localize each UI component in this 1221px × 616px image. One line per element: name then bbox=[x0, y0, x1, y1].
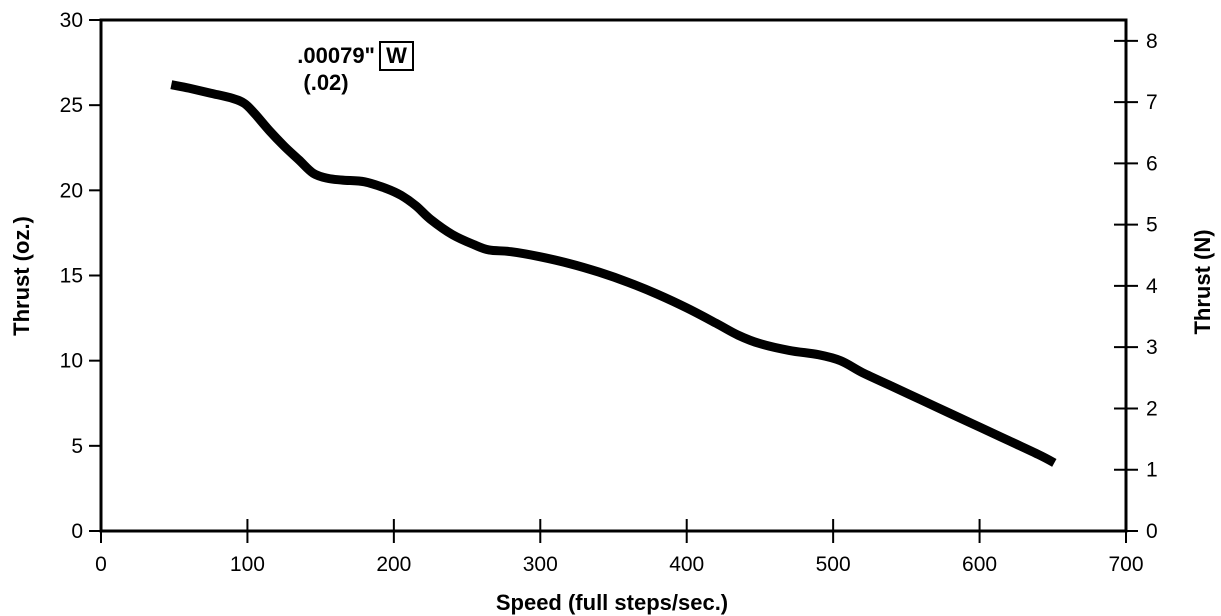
left-axis-ticks: 0 5 10 15 20 25 30 bbox=[60, 9, 101, 543]
x-tick-label: 700 bbox=[1108, 553, 1143, 576]
y2-tick-label: 1 bbox=[1146, 459, 1158, 482]
y-tick-label: 20 bbox=[60, 179, 83, 202]
y-axis-title: Thrust (oz.) bbox=[9, 216, 34, 336]
y-tick-label: 15 bbox=[60, 265, 83, 288]
y-tick-label: 5 bbox=[71, 435, 83, 458]
y2-tick-label: 5 bbox=[1146, 214, 1158, 237]
x-tick-label: 400 bbox=[669, 553, 704, 576]
y2-axis-title: Thrust (N) bbox=[1190, 229, 1215, 334]
x-axis-ticks: 0 100 200 300 400 500 600 700 bbox=[95, 519, 1144, 576]
annotation-badge-box bbox=[379, 41, 414, 71]
y2-tick-label: 6 bbox=[1146, 152, 1158, 175]
annotation-value: .00079" bbox=[297, 43, 375, 68]
x-tick-label: 500 bbox=[816, 553, 851, 576]
x-tick-label: 600 bbox=[962, 553, 997, 576]
x-tick-label: 300 bbox=[523, 553, 558, 576]
y-tick-label: 0 bbox=[71, 520, 83, 543]
thrust-curve bbox=[170, 80, 1057, 467]
y2-tick-label: 7 bbox=[1146, 91, 1158, 114]
x-tick-label: 200 bbox=[376, 553, 411, 576]
right-axis-ticks: 0 1 2 3 4 5 6 7 8 bbox=[1114, 30, 1158, 543]
y2-tick-label: 8 bbox=[1146, 30, 1158, 53]
y-tick-label: 30 bbox=[60, 9, 83, 32]
y2-tick-label: 3 bbox=[1146, 336, 1158, 359]
y-tick-label: 10 bbox=[60, 350, 83, 373]
x-axis-title: Speed (full steps/sec.) bbox=[496, 590, 728, 615]
annotation-metric: (.02) bbox=[303, 70, 348, 95]
x-tick-label: 100 bbox=[230, 553, 265, 576]
annotation: .00079" W (.02) bbox=[297, 41, 414, 95]
y2-tick-label: 4 bbox=[1146, 275, 1158, 298]
y2-tick-label: 0 bbox=[1146, 520, 1158, 543]
y2-tick-label: 2 bbox=[1146, 397, 1158, 420]
y-tick-label: 25 bbox=[60, 94, 83, 117]
x-tick-label: 0 bbox=[95, 553, 107, 576]
annotation-badge: W bbox=[386, 43, 407, 68]
